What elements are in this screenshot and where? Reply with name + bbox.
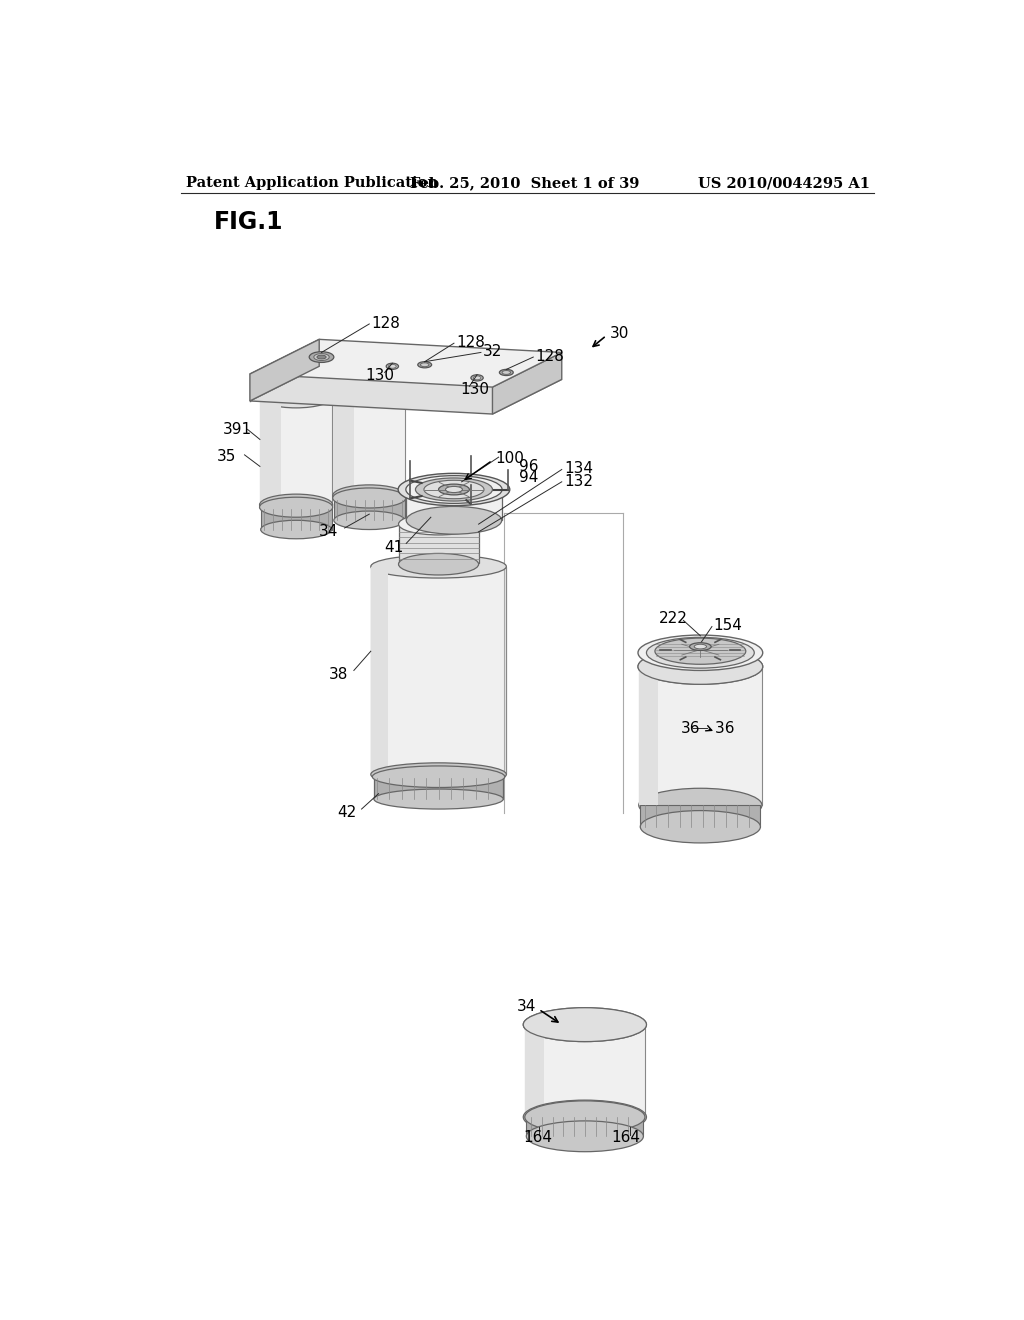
Polygon shape: [371, 566, 388, 775]
Ellipse shape: [638, 649, 763, 684]
Text: 94: 94: [519, 470, 539, 486]
Text: 128: 128: [536, 348, 564, 364]
Ellipse shape: [388, 364, 396, 368]
Ellipse shape: [309, 351, 334, 363]
Text: US 2010/0044295 A1: US 2010/0044295 A1: [697, 176, 869, 190]
Polygon shape: [407, 490, 502, 520]
Polygon shape: [524, 1024, 544, 1117]
Polygon shape: [260, 397, 281, 506]
Polygon shape: [639, 667, 762, 805]
Text: 128: 128: [372, 315, 400, 331]
Ellipse shape: [373, 766, 505, 788]
Ellipse shape: [526, 1121, 643, 1151]
Text: 42: 42: [337, 805, 356, 821]
Text: 164: 164: [523, 1130, 552, 1146]
Ellipse shape: [371, 554, 506, 578]
Text: 36: 36: [710, 721, 734, 735]
Text: 32: 32: [483, 345, 503, 359]
Ellipse shape: [371, 763, 506, 785]
Ellipse shape: [398, 513, 478, 535]
Ellipse shape: [424, 480, 484, 499]
Ellipse shape: [523, 1007, 646, 1041]
Ellipse shape: [259, 387, 333, 408]
Ellipse shape: [259, 498, 333, 517]
Ellipse shape: [639, 788, 762, 822]
Ellipse shape: [334, 511, 404, 529]
Ellipse shape: [398, 474, 510, 506]
Text: 38: 38: [330, 667, 348, 682]
Ellipse shape: [523, 1007, 646, 1041]
Ellipse shape: [640, 810, 761, 843]
Ellipse shape: [471, 375, 483, 381]
Ellipse shape: [694, 644, 707, 649]
Ellipse shape: [502, 371, 511, 375]
Text: 100: 100: [496, 451, 524, 466]
Ellipse shape: [333, 484, 406, 507]
Polygon shape: [524, 1024, 645, 1117]
Ellipse shape: [445, 486, 463, 492]
Polygon shape: [371, 566, 506, 775]
Ellipse shape: [313, 354, 330, 360]
Ellipse shape: [407, 507, 502, 535]
Ellipse shape: [473, 376, 481, 380]
Ellipse shape: [333, 488, 406, 508]
Text: 36: 36: [681, 721, 700, 735]
Ellipse shape: [261, 520, 332, 539]
Polygon shape: [639, 667, 658, 805]
Ellipse shape: [646, 638, 755, 668]
Polygon shape: [333, 388, 354, 496]
Ellipse shape: [406, 475, 502, 503]
Text: 391: 391: [223, 422, 252, 437]
Polygon shape: [261, 507, 332, 529]
Text: 222: 222: [658, 611, 688, 627]
Text: 164: 164: [611, 1130, 641, 1146]
Polygon shape: [493, 352, 562, 414]
Ellipse shape: [416, 478, 493, 502]
Polygon shape: [526, 1117, 643, 1137]
Polygon shape: [398, 524, 478, 562]
Ellipse shape: [655, 638, 745, 664]
Text: 130: 130: [460, 381, 489, 397]
Text: 41: 41: [385, 540, 403, 554]
Ellipse shape: [418, 362, 432, 368]
Ellipse shape: [316, 355, 326, 359]
Text: Feb. 25, 2010  Sheet 1 of 39: Feb. 25, 2010 Sheet 1 of 39: [411, 176, 639, 190]
Polygon shape: [250, 367, 562, 414]
Text: 34: 34: [319, 524, 339, 539]
Polygon shape: [334, 498, 404, 520]
Text: 96: 96: [519, 459, 539, 474]
Text: 132: 132: [564, 474, 593, 488]
Ellipse shape: [438, 484, 469, 495]
Text: Patent Application Publication: Patent Application Publication: [186, 176, 438, 190]
Ellipse shape: [259, 494, 333, 516]
Polygon shape: [260, 397, 333, 506]
Ellipse shape: [638, 649, 763, 684]
Ellipse shape: [421, 363, 429, 367]
Polygon shape: [250, 339, 319, 401]
Ellipse shape: [500, 370, 513, 376]
Ellipse shape: [386, 363, 398, 370]
Ellipse shape: [374, 789, 503, 809]
Text: FIG.1: FIG.1: [214, 210, 284, 234]
Text: 154: 154: [714, 618, 742, 634]
Polygon shape: [333, 388, 406, 496]
Ellipse shape: [523, 1100, 646, 1134]
Text: 130: 130: [366, 368, 394, 383]
Polygon shape: [374, 776, 503, 799]
Polygon shape: [640, 805, 761, 826]
Polygon shape: [250, 339, 562, 387]
Text: 34: 34: [517, 999, 537, 1015]
Text: 128: 128: [457, 335, 485, 350]
Ellipse shape: [398, 553, 478, 576]
Ellipse shape: [524, 1101, 645, 1133]
Text: 35: 35: [217, 449, 237, 463]
Ellipse shape: [333, 378, 406, 399]
Ellipse shape: [638, 635, 763, 671]
Text: 30: 30: [609, 326, 629, 342]
Text: 134: 134: [564, 461, 593, 477]
Ellipse shape: [689, 643, 711, 651]
